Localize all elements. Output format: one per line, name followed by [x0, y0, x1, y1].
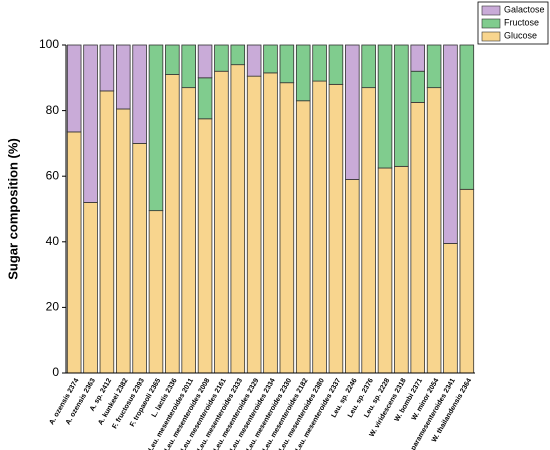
bar-segment — [66, 44, 82, 133]
bar-segment — [377, 167, 393, 374]
bar-segment — [165, 44, 180, 75]
bar-segment — [66, 131, 82, 374]
y-tick-label: 40 — [46, 234, 60, 248]
bar-segment — [99, 44, 115, 92]
bar-segment — [410, 70, 426, 103]
bar-segment — [197, 44, 213, 79]
bar-segment — [230, 44, 246, 66]
bar-segment — [410, 102, 426, 374]
bar-segment — [132, 44, 147, 144]
bar-segment — [279, 82, 295, 374]
bar-segment — [426, 87, 442, 374]
bar-segment — [361, 87, 376, 374]
legend-swatch — [481, 5, 501, 16]
bar-segment — [443, 243, 458, 374]
bar-segment — [295, 44, 311, 102]
bar-segment — [115, 108, 131, 374]
bar-segment — [394, 44, 409, 167]
bar-segment — [410, 44, 426, 72]
legend-swatch — [481, 31, 501, 42]
y-axis-label: Sugar composition (%) — [5, 138, 20, 280]
bar-segment — [459, 44, 475, 190]
bar-segment — [263, 72, 278, 374]
bar-segment — [394, 165, 409, 374]
bar-segment — [312, 80, 327, 374]
legend-label: Glucose — [504, 30, 537, 40]
bar-segment — [459, 188, 475, 374]
y-tick-label: 60 — [46, 168, 60, 182]
bar-segment — [83, 202, 98, 374]
bar-segment — [361, 44, 376, 89]
bar-segment — [230, 64, 246, 374]
bar-segment — [115, 44, 131, 110]
y-tick-label: 0 — [52, 365, 59, 379]
bar-segment — [328, 83, 344, 374]
bar-segment — [328, 44, 344, 85]
bar-segment — [279, 44, 295, 84]
bar-segment — [443, 44, 458, 244]
bar-segment — [246, 75, 262, 374]
bar-segment — [214, 44, 229, 72]
bar-segment — [312, 44, 327, 82]
bar-segment — [263, 44, 278, 74]
bar-segment — [345, 179, 360, 374]
y-tick-label: 20 — [46, 300, 60, 314]
bar-segment — [165, 74, 180, 374]
bar-segment — [132, 142, 147, 374]
bar-segment — [181, 87, 196, 374]
y-tick-label: 80 — [46, 103, 60, 117]
legend-label: Galactose — [504, 4, 545, 14]
bar-segment — [345, 44, 360, 180]
legend-swatch — [481, 18, 501, 29]
bar-segment — [148, 44, 164, 212]
y-tick-label: 100 — [39, 37, 59, 51]
legend-label: Fructose — [504, 17, 539, 27]
bar-segment — [148, 210, 164, 374]
bar-segment — [181, 44, 196, 89]
bar-segment — [214, 70, 229, 374]
bar-segment — [83, 44, 98, 203]
bar-segment — [197, 77, 213, 120]
bar-segment — [426, 44, 442, 89]
bar-segment — [197, 118, 213, 374]
bar-segment — [295, 100, 311, 374]
bar-segment — [246, 44, 262, 77]
bar-segment — [377, 44, 393, 169]
bar-segment — [99, 90, 115, 374]
